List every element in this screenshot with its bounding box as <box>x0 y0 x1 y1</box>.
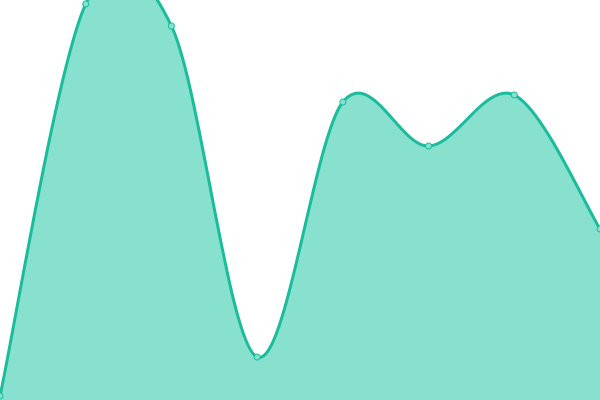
data-point-0 <box>0 392 4 400</box>
data-point-2 <box>167 22 175 30</box>
data-point-4 <box>339 98 347 106</box>
data-point-3 <box>253 353 261 361</box>
data-point-6 <box>510 91 518 99</box>
data-point-1 <box>82 0 90 8</box>
data-point-5 <box>425 142 433 150</box>
data-point-7 <box>596 225 600 233</box>
